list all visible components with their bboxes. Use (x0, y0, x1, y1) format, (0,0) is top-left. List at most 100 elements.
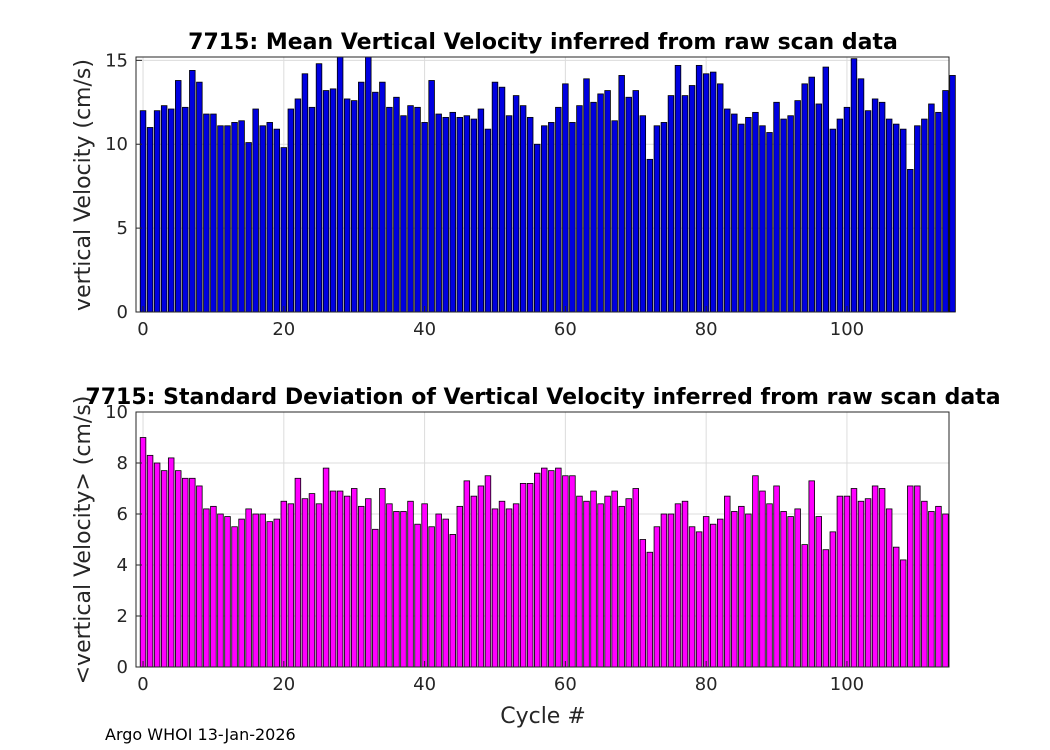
bar (393, 511, 400, 668)
bar (365, 56, 372, 313)
bar (477, 485, 485, 668)
bar (315, 503, 323, 668)
bar (294, 98, 302, 313)
bar (618, 75, 625, 313)
bar (343, 495, 351, 668)
bar (350, 488, 358, 668)
bar (379, 488, 386, 668)
bar (498, 500, 506, 668)
bar (836, 118, 844, 313)
bar (569, 475, 576, 668)
bar (702, 516, 710, 668)
bar (167, 457, 175, 668)
bar (224, 125, 231, 313)
x-tick-label: 100 (830, 674, 864, 695)
bar (660, 122, 668, 313)
x-tick-label: 60 (554, 319, 577, 340)
chart-title: 7715: Mean Vertical Velocity inferred fr… (188, 30, 898, 55)
bar (534, 143, 541, 313)
bar (336, 490, 344, 668)
bar (196, 81, 203, 313)
bar (421, 122, 428, 313)
y-tick-label: 15 (105, 50, 128, 71)
bar (512, 503, 520, 668)
y-tick-label: 0 (117, 302, 128, 323)
bar (343, 98, 351, 313)
bar (928, 103, 935, 313)
bar (315, 63, 323, 313)
bar (597, 93, 604, 313)
bar (583, 500, 590, 668)
bar (759, 125, 766, 313)
bar (477, 108, 485, 313)
x-tick-label: 40 (413, 674, 436, 695)
bar (667, 95, 675, 313)
bar (766, 503, 773, 668)
bar (850, 488, 858, 668)
bar (428, 80, 435, 313)
bar (372, 91, 379, 313)
bar (421, 503, 428, 668)
bar (780, 511, 787, 668)
bar (153, 110, 161, 313)
bar (590, 490, 597, 668)
axes-frame (135, 411, 950, 668)
bar (301, 73, 309, 313)
x-tick-label: 60 (554, 674, 577, 695)
bar (139, 437, 147, 668)
bar (569, 122, 576, 313)
bar (907, 168, 914, 313)
bar (935, 505, 942, 668)
bar (449, 111, 456, 313)
bar (512, 95, 520, 313)
bar (259, 513, 266, 668)
bar (365, 498, 372, 668)
bar (597, 503, 604, 668)
bar (308, 493, 316, 668)
bar (738, 123, 745, 313)
bar (878, 488, 886, 668)
bar (322, 467, 330, 668)
bar (182, 477, 189, 668)
bar (534, 472, 541, 668)
bar (731, 113, 738, 313)
bar (407, 500, 414, 668)
chart-title: 7715: Standard Deviation of Vertical Vel… (85, 385, 1000, 410)
x-axis-label: Cycle # (500, 704, 586, 729)
bar (435, 113, 442, 313)
bar (885, 508, 893, 668)
bar (900, 559, 907, 668)
y-tick-label: 6 (117, 504, 128, 525)
bar (576, 105, 583, 313)
bar (646, 551, 654, 668)
bar (611, 490, 618, 668)
bar (336, 56, 344, 313)
bar (639, 539, 647, 668)
bar (864, 110, 872, 313)
bar (576, 495, 583, 668)
bar (428, 526, 435, 668)
bar (794, 508, 801, 668)
bar (463, 480, 471, 668)
bar (829, 531, 837, 668)
bar (787, 516, 794, 668)
bar (632, 90, 639, 313)
bar (843, 106, 851, 313)
bar (350, 100, 358, 313)
bar (801, 83, 808, 313)
bar (780, 118, 787, 313)
bar (639, 115, 647, 313)
bar (358, 505, 365, 668)
bar (695, 64, 703, 313)
bar (717, 518, 724, 668)
bar (752, 475, 759, 668)
bar (611, 120, 618, 313)
bar (329, 490, 337, 668)
bar (139, 110, 147, 313)
bar (885, 118, 893, 313)
bar (850, 58, 858, 313)
bar (463, 115, 471, 313)
bar (414, 523, 421, 668)
bar (541, 467, 548, 668)
